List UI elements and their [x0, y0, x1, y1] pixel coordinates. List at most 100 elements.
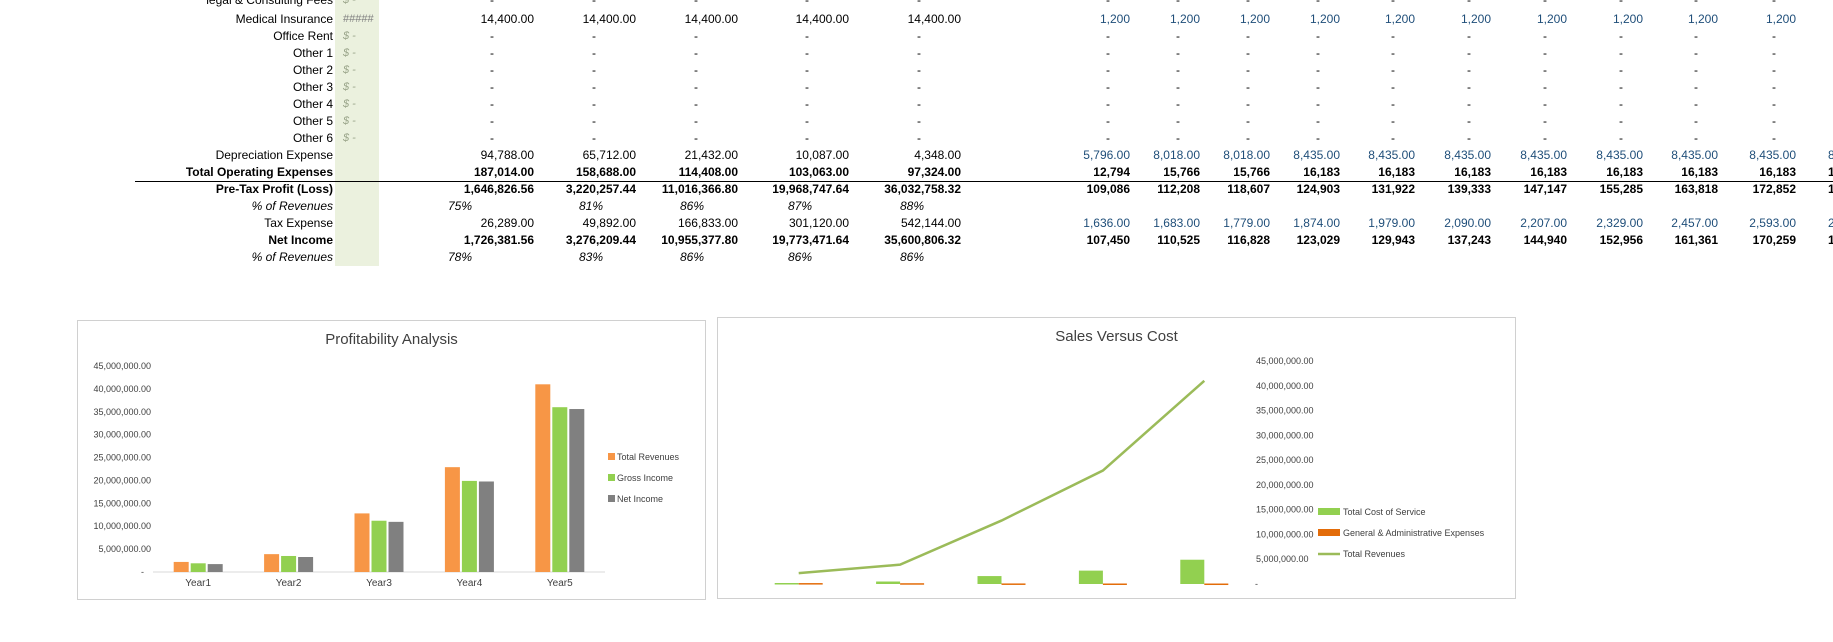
annual-cell[interactable]: - — [694, 80, 698, 94]
monthly-cell[interactable]: 2,593.00 — [1749, 216, 1796, 230]
sales-vs-cost-chart[interactable]: Sales Versus Cost - 5,000,000.00 10,000,000… — [717, 317, 1516, 599]
monthly-cell[interactable]: - — [1391, 80, 1395, 94]
monthly-cell[interactable]: - — [1467, 114, 1471, 128]
monthly-cell[interactable]: 155,285 — [1599, 182, 1643, 196]
annual-cell[interactable]: 542,144.00 — [900, 216, 961, 230]
sheet-row[interactable]: Other 6 $ - - - - - - - - - - - - - - - - — [0, 130, 1833, 147]
sheet-row[interactable]: Other 3 $ - - - - - - - - - - - - - - - - — [0, 79, 1833, 96]
annual-cell[interactable]: 158,688.00 — [575, 165, 636, 179]
percent-cell[interactable]: 78% — [448, 250, 473, 264]
annual-cell[interactable]: - — [694, 0, 698, 7]
monthly-cell[interactable]: 172,852 — [1752, 182, 1796, 196]
monthly-cell[interactable]: - — [1316, 46, 1320, 60]
monthly-cell[interactable]: - — [1772, 0, 1776, 7]
annual-cell[interactable]: - — [694, 46, 698, 60]
dollar-cell[interactable]: $ - — [343, 115, 356, 127]
annual-cell[interactable]: - — [917, 114, 921, 128]
profitability-chart[interactable]: Profitability Analysis - 5,000,000.00 10,00… — [77, 320, 706, 600]
monthly-cell[interactable]: - — [1316, 63, 1320, 77]
monthly-cell[interactable]: 147,147 — [1523, 182, 1567, 196]
row-label[interactable]: Medical Insurance — [235, 12, 333, 26]
monthly-cell[interactable]: - — [1772, 46, 1776, 60]
monthly-cell[interactable]: - — [1106, 114, 1110, 128]
monthly-cell[interactable]: - — [1619, 131, 1623, 145]
monthly-cell[interactable]: 16,183 — [1378, 165, 1415, 179]
annual-cell[interactable]: 4,348.00 — [914, 148, 961, 162]
monthly-cell[interactable]: - — [1391, 63, 1395, 77]
annual-cell[interactable]: - — [490, 29, 494, 43]
monthly-cell[interactable]: - — [1619, 29, 1623, 43]
monthly-cell[interactable]: - — [1543, 63, 1547, 77]
annual-cell[interactable]: 11,016,366.80 — [661, 182, 738, 196]
monthly-cell[interactable]: 1,779.00 — [1223, 216, 1270, 230]
sheet-row[interactable]: Medical Insurance ##### 14,400.00 14,400.00… — [0, 11, 1833, 28]
monthly-cell-cut[interactable]: 1 — [1828, 182, 1833, 196]
monthly-cell[interactable]: 152,956 — [1599, 233, 1643, 247]
annual-cell[interactable]: - — [694, 63, 698, 77]
monthly-cell[interactable]: - — [1619, 114, 1623, 128]
monthly-cell[interactable]: - — [1467, 29, 1471, 43]
annual-cell[interactable]: 19,968,747.64 — [772, 182, 849, 196]
annual-cell[interactable]: - — [694, 97, 698, 111]
monthly-cell[interactable]: - — [1316, 80, 1320, 94]
monthly-cell[interactable]: - — [1543, 131, 1547, 145]
monthly-cell[interactable]: - — [1543, 97, 1547, 111]
monthly-cell[interactable]: 1,200 — [1309, 12, 1340, 26]
monthly-cell[interactable]: 1,636.00 — [1083, 216, 1130, 230]
annual-cell[interactable]: - — [592, 80, 596, 94]
annual-cell[interactable]: - — [490, 131, 494, 145]
monthly-cell[interactable]: - — [1467, 63, 1471, 77]
monthly-cell[interactable]: - — [1694, 114, 1698, 128]
dollar-cell[interactable]: $ - — [343, 47, 356, 59]
monthly-cell[interactable]: - — [1772, 63, 1776, 77]
monthly-cell[interactable]: 8,435.00 — [1671, 148, 1718, 162]
monthly-cell[interactable]: - — [1467, 80, 1471, 94]
sheet-row[interactable]: Depreciation Expense 94,788.00 65,712.00 21… — [0, 147, 1833, 164]
dollar-cell[interactable]: $ - — [343, 81, 356, 93]
row-label[interactable]: Depreciation Expense — [215, 148, 333, 162]
annual-cell[interactable]: - — [805, 0, 809, 7]
annual-cell[interactable]: - — [805, 114, 809, 128]
monthly-cell[interactable]: - — [1176, 131, 1180, 145]
monthly-cell[interactable]: - — [1391, 29, 1395, 43]
annual-cell[interactable]: - — [490, 114, 494, 128]
sheet-row[interactable]: Other 4 $ - - - - - - - - - - - - - - - - — [0, 96, 1833, 113]
annual-cell[interactable]: - — [490, 0, 494, 7]
monthly-cell[interactable]: - — [1694, 97, 1698, 111]
monthly-cell[interactable]: 8,435.00 — [1596, 148, 1643, 162]
monthly-cell[interactable]: 2,207.00 — [1520, 216, 1567, 230]
annual-cell[interactable]: 14,400.00 — [684, 12, 738, 26]
percent-cell[interactable]: 86% — [680, 250, 705, 264]
monthly-cell[interactable]: - — [1106, 0, 1110, 7]
monthly-cell[interactable]: - — [1772, 97, 1776, 111]
monthly-cell[interactable]: 123,029 — [1296, 233, 1340, 247]
monthly-cell[interactable]: 8,018.00 — [1223, 148, 1270, 162]
monthly-cell[interactable]: - — [1543, 114, 1547, 128]
percent-cell[interactable]: 83% — [579, 250, 604, 264]
monthly-cell-cut[interactable]: 8 — [1828, 148, 1833, 162]
monthly-cell[interactable]: 124,903 — [1296, 182, 1340, 196]
monthly-cell[interactable]: 161,361 — [1674, 233, 1718, 247]
dollar-cell[interactable]: $ - — [343, 30, 356, 42]
annual-cell[interactable]: - — [917, 131, 921, 145]
row-label[interactable]: Tax Expense — [264, 216, 333, 230]
monthly-cell[interactable]: - — [1543, 46, 1547, 60]
annual-cell[interactable]: - — [694, 131, 698, 145]
row-label[interactable]: % of Revenues — [251, 250, 333, 264]
annual-cell[interactable]: 3,220,257.44 — [565, 182, 636, 196]
monthly-cell[interactable]: 2,457.00 — [1671, 216, 1718, 230]
row-label[interactable]: Other 5 — [292, 114, 333, 128]
monthly-cell[interactable]: 16,183 — [1759, 165, 1796, 179]
monthly-cell[interactable]: 139,333 — [1447, 182, 1491, 196]
annual-cell[interactable]: - — [805, 80, 809, 94]
annual-cell[interactable]: - — [490, 80, 494, 94]
monthly-cell[interactable]: 16,183 — [1681, 165, 1718, 179]
monthly-cell[interactable]: 12,794 — [1093, 165, 1130, 179]
annual-cell[interactable]: 14,400.00 — [907, 12, 961, 26]
percent-cell[interactable]: 86% — [680, 199, 705, 213]
monthly-cell[interactable]: 8,435.00 — [1368, 148, 1415, 162]
annual-cell[interactable]: 1,646,826.56 — [463, 182, 534, 196]
monthly-cell[interactable]: - — [1316, 97, 1320, 111]
monthly-cell[interactable]: 112,208 — [1157, 182, 1200, 196]
annual-cell[interactable]: 166,833.00 — [677, 216, 738, 230]
